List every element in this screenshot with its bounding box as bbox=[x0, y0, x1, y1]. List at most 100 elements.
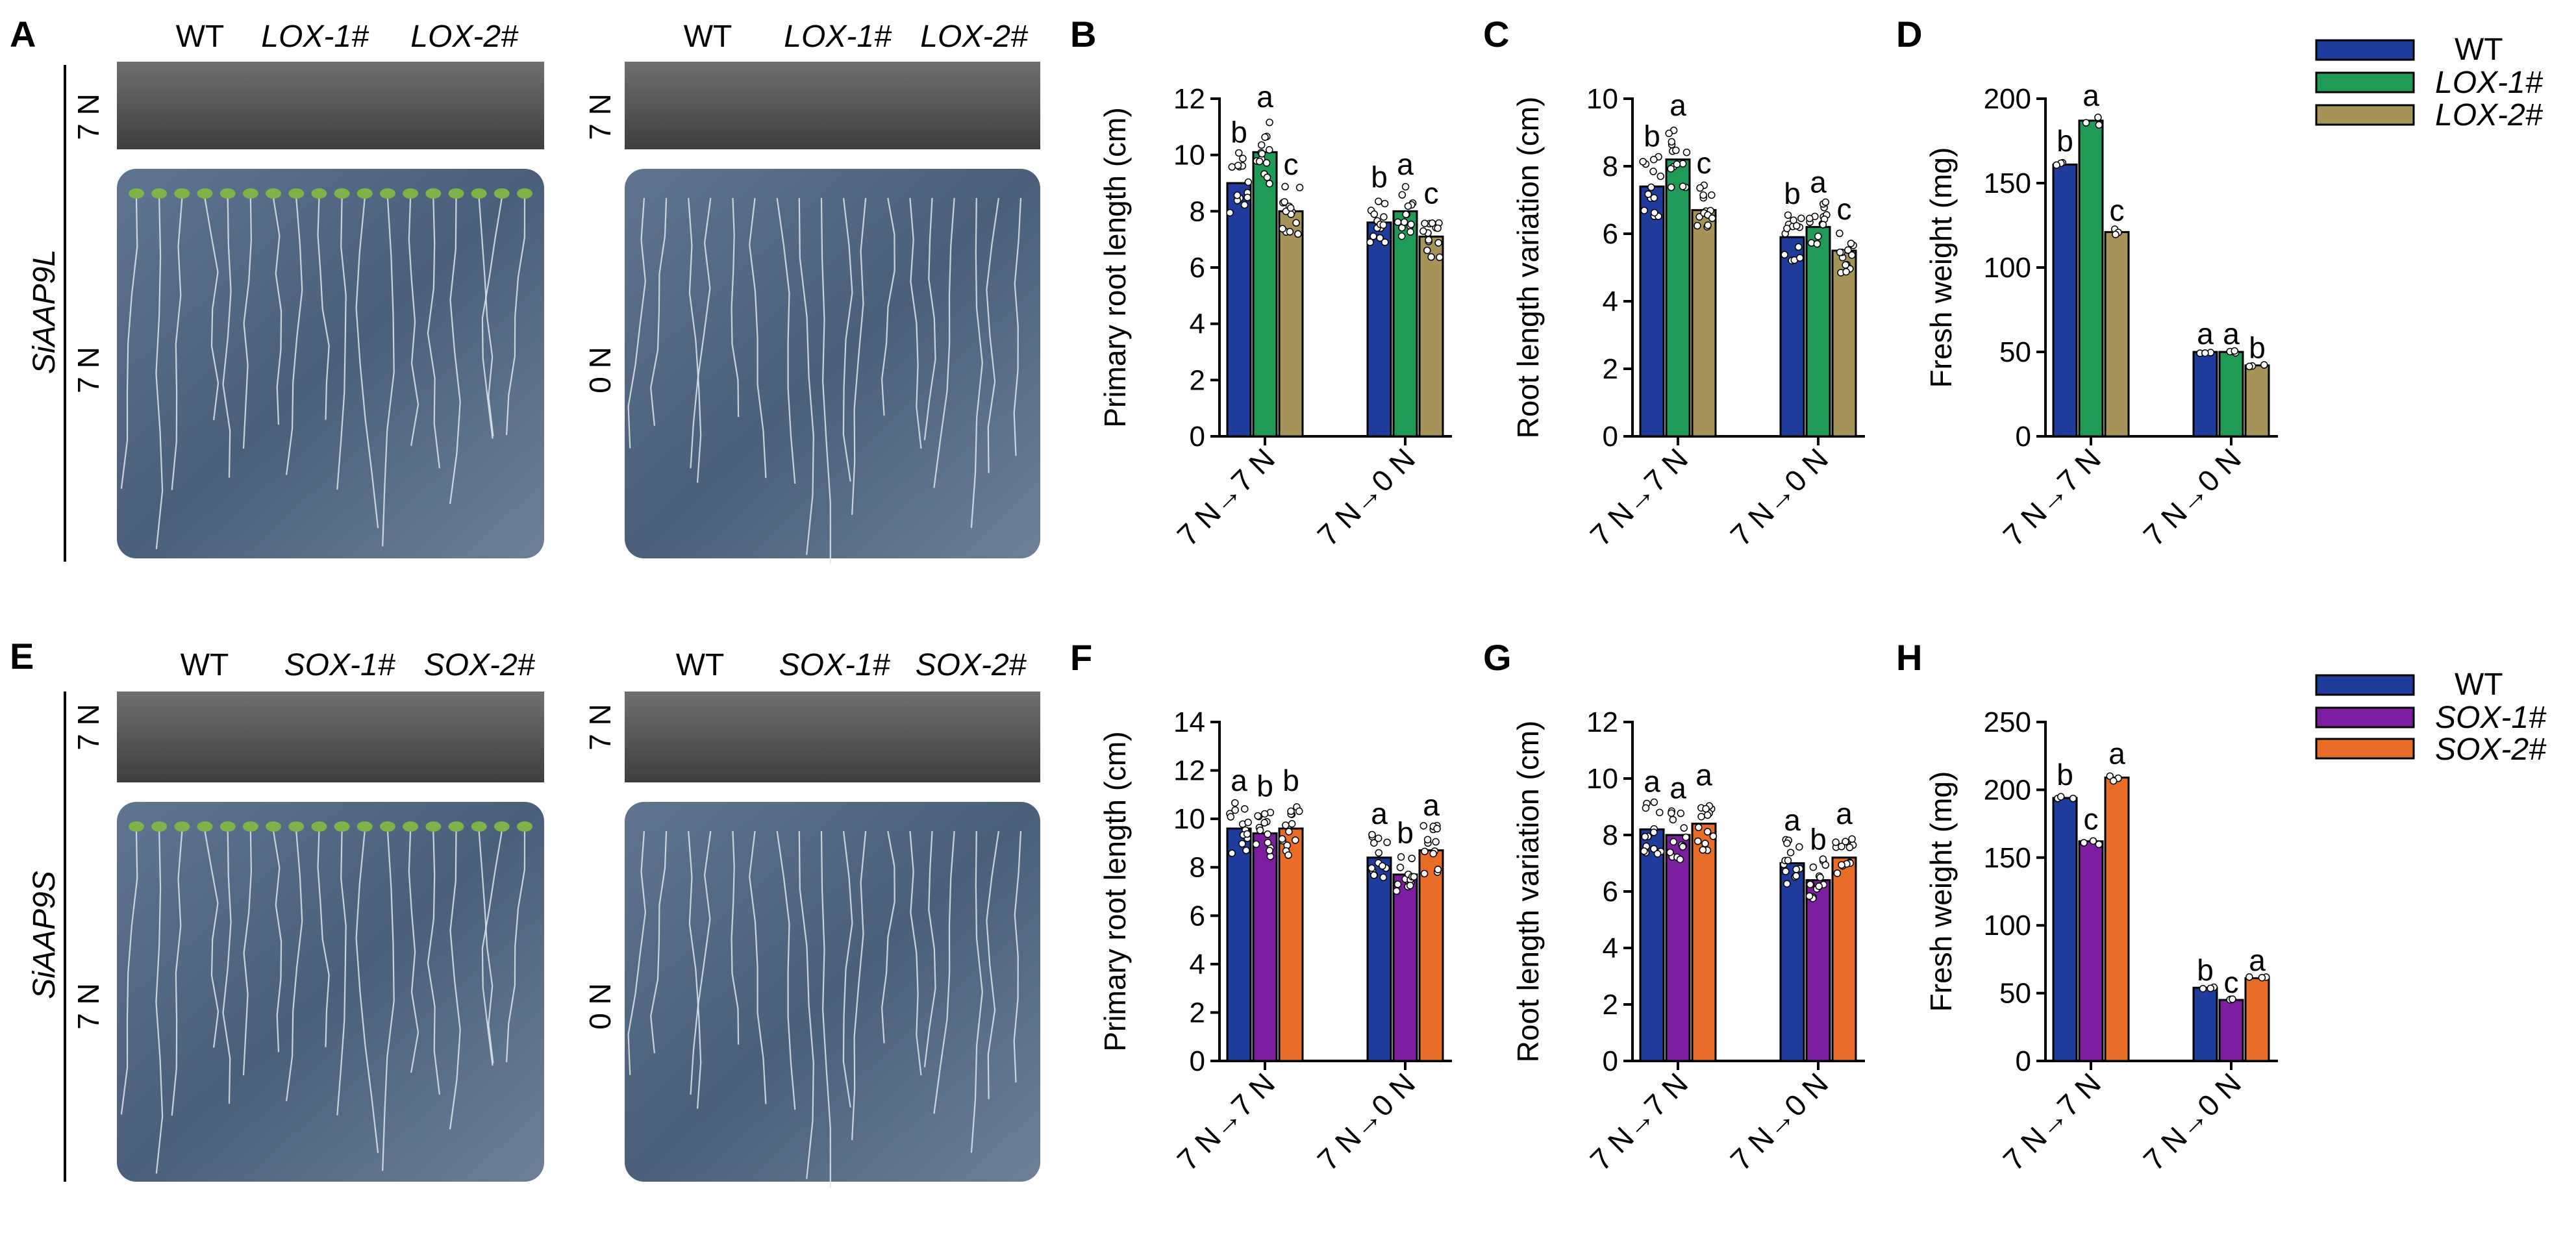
y-tick-label: 8 bbox=[1603, 819, 1618, 851]
data-point bbox=[1792, 872, 1800, 880]
data-point bbox=[1695, 823, 1703, 832]
root-trace bbox=[851, 197, 867, 516]
plate1-genotype-lox1: LOX-1# bbox=[261, 19, 369, 54]
data-point bbox=[2094, 114, 2102, 121]
data-point bbox=[1708, 214, 1716, 222]
data-point bbox=[1240, 201, 1249, 209]
y-tick-label: 8 bbox=[1190, 852, 1205, 884]
data-point bbox=[2201, 349, 2209, 357]
significance-letter: a bbox=[1784, 803, 1801, 837]
x-tick-label: 7 N→0 N bbox=[1724, 442, 1835, 553]
significance-letter: b bbox=[1371, 160, 1388, 194]
root-trace bbox=[171, 830, 183, 1116]
data-point bbox=[1668, 809, 1675, 817]
significance-letter: b bbox=[2057, 124, 2073, 158]
data-point bbox=[1379, 873, 1388, 882]
data-point bbox=[1244, 178, 1253, 186]
seedling-leaf bbox=[379, 821, 395, 832]
root-trace bbox=[986, 197, 999, 473]
panel-letter-h: H bbox=[1896, 637, 1922, 678]
y-tick-label: 10 bbox=[1173, 803, 1205, 835]
data-point bbox=[2053, 161, 2060, 169]
data-point bbox=[1815, 882, 1823, 890]
plate3-top-strip bbox=[117, 691, 544, 782]
data-point bbox=[1375, 197, 1382, 205]
data-point bbox=[1266, 118, 1273, 127]
y-tick-label: 100 bbox=[1984, 252, 2031, 284]
data-point bbox=[1432, 838, 1440, 846]
seedling-leaf bbox=[242, 188, 258, 199]
legend-label-sox1: SOX-1# bbox=[2435, 701, 2547, 735]
root-trace bbox=[317, 197, 330, 420]
bar bbox=[2218, 999, 2244, 1062]
bar bbox=[2052, 163, 2078, 438]
data-point bbox=[1234, 162, 1242, 169]
root-traces bbox=[120, 821, 1022, 1188]
data-point bbox=[1821, 861, 1830, 869]
root-trace bbox=[355, 830, 379, 1153]
data-point bbox=[1286, 204, 1295, 212]
root-trace bbox=[506, 197, 526, 435]
bar bbox=[1418, 235, 1444, 438]
data-point bbox=[1434, 224, 1442, 232]
data-point bbox=[1640, 206, 1648, 214]
data-point bbox=[1244, 193, 1251, 201]
root-trace bbox=[627, 830, 647, 1075]
data-point bbox=[1842, 838, 1849, 845]
y-tick-label: 150 bbox=[1984, 842, 2031, 874]
root-trace bbox=[749, 197, 767, 479]
root-trace bbox=[272, 830, 282, 1052]
data-point bbox=[1781, 251, 1788, 259]
data-point bbox=[1255, 157, 1264, 166]
root-trace bbox=[336, 830, 347, 1115]
significance-letter: a bbox=[1423, 788, 1440, 822]
data-point bbox=[1806, 214, 1814, 223]
panel-letter-b: B bbox=[1070, 14, 1096, 55]
data-point bbox=[1842, 261, 1849, 269]
data-point bbox=[1428, 219, 1436, 227]
data-point bbox=[1262, 159, 1271, 167]
root-trace bbox=[449, 830, 461, 1130]
root-trace bbox=[382, 830, 395, 1171]
data-point bbox=[1407, 220, 1415, 229]
significance-letter: b bbox=[1231, 115, 1247, 149]
y-tick-label: 6 bbox=[1603, 218, 1618, 250]
data-point bbox=[1669, 816, 1677, 824]
data-point bbox=[1288, 820, 1296, 828]
y-tick-label: 6 bbox=[1603, 876, 1618, 908]
data-point bbox=[1795, 843, 1803, 851]
panel-letter-f: F bbox=[1070, 637, 1092, 678]
data-point bbox=[1847, 240, 1855, 247]
y-tick-label: 0 bbox=[2016, 421, 2031, 453]
bar bbox=[1779, 862, 1805, 1062]
data-point bbox=[1792, 866, 1800, 873]
significance-letter: a bbox=[1397, 147, 1414, 181]
data-point bbox=[1696, 184, 1704, 192]
data-point bbox=[1294, 230, 1302, 238]
seedling-leaf bbox=[174, 821, 190, 832]
data-point bbox=[1848, 835, 1856, 843]
data-point bbox=[2080, 839, 2088, 847]
data-point bbox=[1407, 228, 1414, 236]
y-tick-label: 8 bbox=[1190, 195, 1205, 227]
data-point bbox=[1228, 163, 1236, 171]
y-tick-label: 2 bbox=[1190, 364, 1205, 396]
plate3-genotype-wt: WT bbox=[181, 648, 229, 682]
legend-swatch-sox2 bbox=[2315, 738, 2415, 760]
y-tick-label: 4 bbox=[1603, 932, 1618, 964]
data-point bbox=[1842, 268, 1850, 276]
data-point bbox=[1786, 849, 1795, 856]
root-trace bbox=[242, 830, 253, 1076]
y-tick-label: 8 bbox=[1603, 151, 1618, 182]
data-point bbox=[1256, 827, 1264, 834]
data-point bbox=[1379, 221, 1388, 229]
data-point bbox=[1239, 155, 1247, 162]
seedling-leaf bbox=[517, 188, 532, 199]
plate1-genotype-lox2: LOX-2# bbox=[410, 19, 519, 54]
root-trace bbox=[776, 830, 796, 1110]
data-point bbox=[1233, 192, 1242, 199]
data-point bbox=[1642, 804, 1650, 812]
data-point bbox=[1404, 202, 1412, 210]
